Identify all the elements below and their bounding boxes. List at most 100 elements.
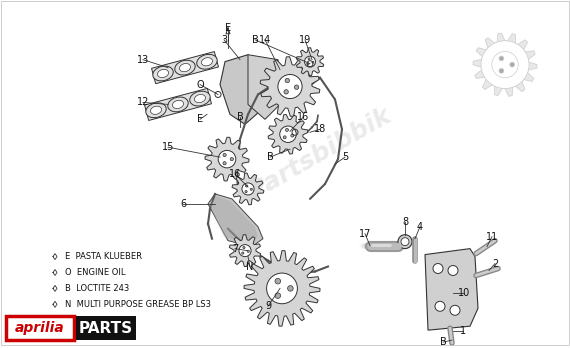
Text: N: N <box>246 261 254 271</box>
Text: 1: 1 <box>460 326 466 336</box>
Text: 5: 5 <box>342 152 348 162</box>
Ellipse shape <box>146 103 166 118</box>
Circle shape <box>499 69 504 73</box>
Circle shape <box>291 134 294 137</box>
Text: N  MULTI PURPOSE GREASE BP LS3: N MULTI PURPOSE GREASE BP LS3 <box>65 300 211 309</box>
Circle shape <box>284 90 288 94</box>
Circle shape <box>223 153 226 157</box>
Circle shape <box>401 238 409 246</box>
Polygon shape <box>210 196 258 244</box>
Text: B: B <box>251 35 258 45</box>
Circle shape <box>280 126 296 142</box>
Ellipse shape <box>194 94 205 103</box>
Polygon shape <box>260 57 320 116</box>
Text: 3: 3 <box>221 35 227 45</box>
Text: E: E <box>197 114 203 124</box>
Polygon shape <box>152 52 218 84</box>
Circle shape <box>398 235 412 248</box>
Circle shape <box>275 293 280 299</box>
Circle shape <box>275 278 280 284</box>
Circle shape <box>243 246 245 248</box>
Ellipse shape <box>201 58 213 66</box>
Ellipse shape <box>190 91 210 106</box>
Polygon shape <box>248 55 285 119</box>
Circle shape <box>223 162 226 165</box>
Text: B: B <box>439 337 446 347</box>
Circle shape <box>433 263 443 274</box>
Polygon shape <box>220 55 268 124</box>
Ellipse shape <box>157 69 169 78</box>
Ellipse shape <box>197 54 217 69</box>
Circle shape <box>250 188 253 190</box>
Polygon shape <box>425 248 478 330</box>
Circle shape <box>278 74 302 98</box>
Polygon shape <box>145 88 211 120</box>
Text: 9: 9 <box>265 301 271 311</box>
Text: 17: 17 <box>359 229 371 239</box>
Text: 13: 13 <box>137 55 149 65</box>
Text: 6: 6 <box>180 199 186 209</box>
Circle shape <box>450 305 460 315</box>
Text: E: E <box>225 23 231 33</box>
Circle shape <box>245 190 247 193</box>
Text: 14: 14 <box>259 35 271 45</box>
Circle shape <box>492 52 518 78</box>
Text: Partsbibbik: Partsbibbik <box>245 104 396 205</box>
Circle shape <box>242 252 244 254</box>
Polygon shape <box>473 33 537 96</box>
Circle shape <box>247 250 249 252</box>
Circle shape <box>242 183 254 195</box>
Circle shape <box>285 78 290 83</box>
Text: 18: 18 <box>314 124 326 134</box>
Polygon shape <box>244 251 320 326</box>
Text: 12: 12 <box>137 97 149 108</box>
Circle shape <box>308 58 310 60</box>
Text: 19: 19 <box>299 35 311 45</box>
Polygon shape <box>232 173 264 205</box>
Polygon shape <box>296 48 324 76</box>
Text: 10: 10 <box>458 288 470 298</box>
Text: 4: 4 <box>417 222 423 232</box>
Circle shape <box>218 150 236 168</box>
Text: 15: 15 <box>162 142 174 152</box>
Ellipse shape <box>168 97 188 112</box>
Circle shape <box>481 41 529 88</box>
Circle shape <box>499 56 504 61</box>
Circle shape <box>230 158 233 161</box>
Text: aprilia: aprilia <box>15 321 65 335</box>
Text: B: B <box>267 152 274 162</box>
Circle shape <box>286 128 288 132</box>
Text: PARTS: PARTS <box>79 321 133 336</box>
Ellipse shape <box>153 66 173 81</box>
Circle shape <box>294 85 299 89</box>
Ellipse shape <box>175 60 195 75</box>
Circle shape <box>239 245 251 256</box>
Circle shape <box>288 286 293 291</box>
Text: 7: 7 <box>232 244 238 254</box>
Text: B  LOCTITE 243: B LOCTITE 243 <box>65 284 129 293</box>
Text: B: B <box>237 112 243 122</box>
Circle shape <box>304 56 316 67</box>
Text: 8: 8 <box>402 217 408 227</box>
Text: 11: 11 <box>486 232 498 242</box>
Polygon shape <box>268 114 308 154</box>
Ellipse shape <box>150 106 161 114</box>
Polygon shape <box>208 194 263 247</box>
Text: O  ENGINE OIL: O ENGINE OIL <box>65 268 125 277</box>
Bar <box>6 316 74 340</box>
Circle shape <box>312 61 314 63</box>
Text: 16: 16 <box>297 112 309 122</box>
Ellipse shape <box>180 64 190 72</box>
Circle shape <box>246 185 248 187</box>
Circle shape <box>267 273 298 304</box>
Polygon shape <box>229 235 260 267</box>
Circle shape <box>510 62 515 67</box>
Text: E  PASTA KLUEBER: E PASTA KLUEBER <box>65 252 142 261</box>
Circle shape <box>435 301 445 311</box>
Text: O: O <box>196 80 204 89</box>
Ellipse shape <box>173 100 184 109</box>
Circle shape <box>307 63 309 65</box>
Bar <box>76 316 136 340</box>
Circle shape <box>283 136 286 139</box>
Circle shape <box>448 266 458 276</box>
